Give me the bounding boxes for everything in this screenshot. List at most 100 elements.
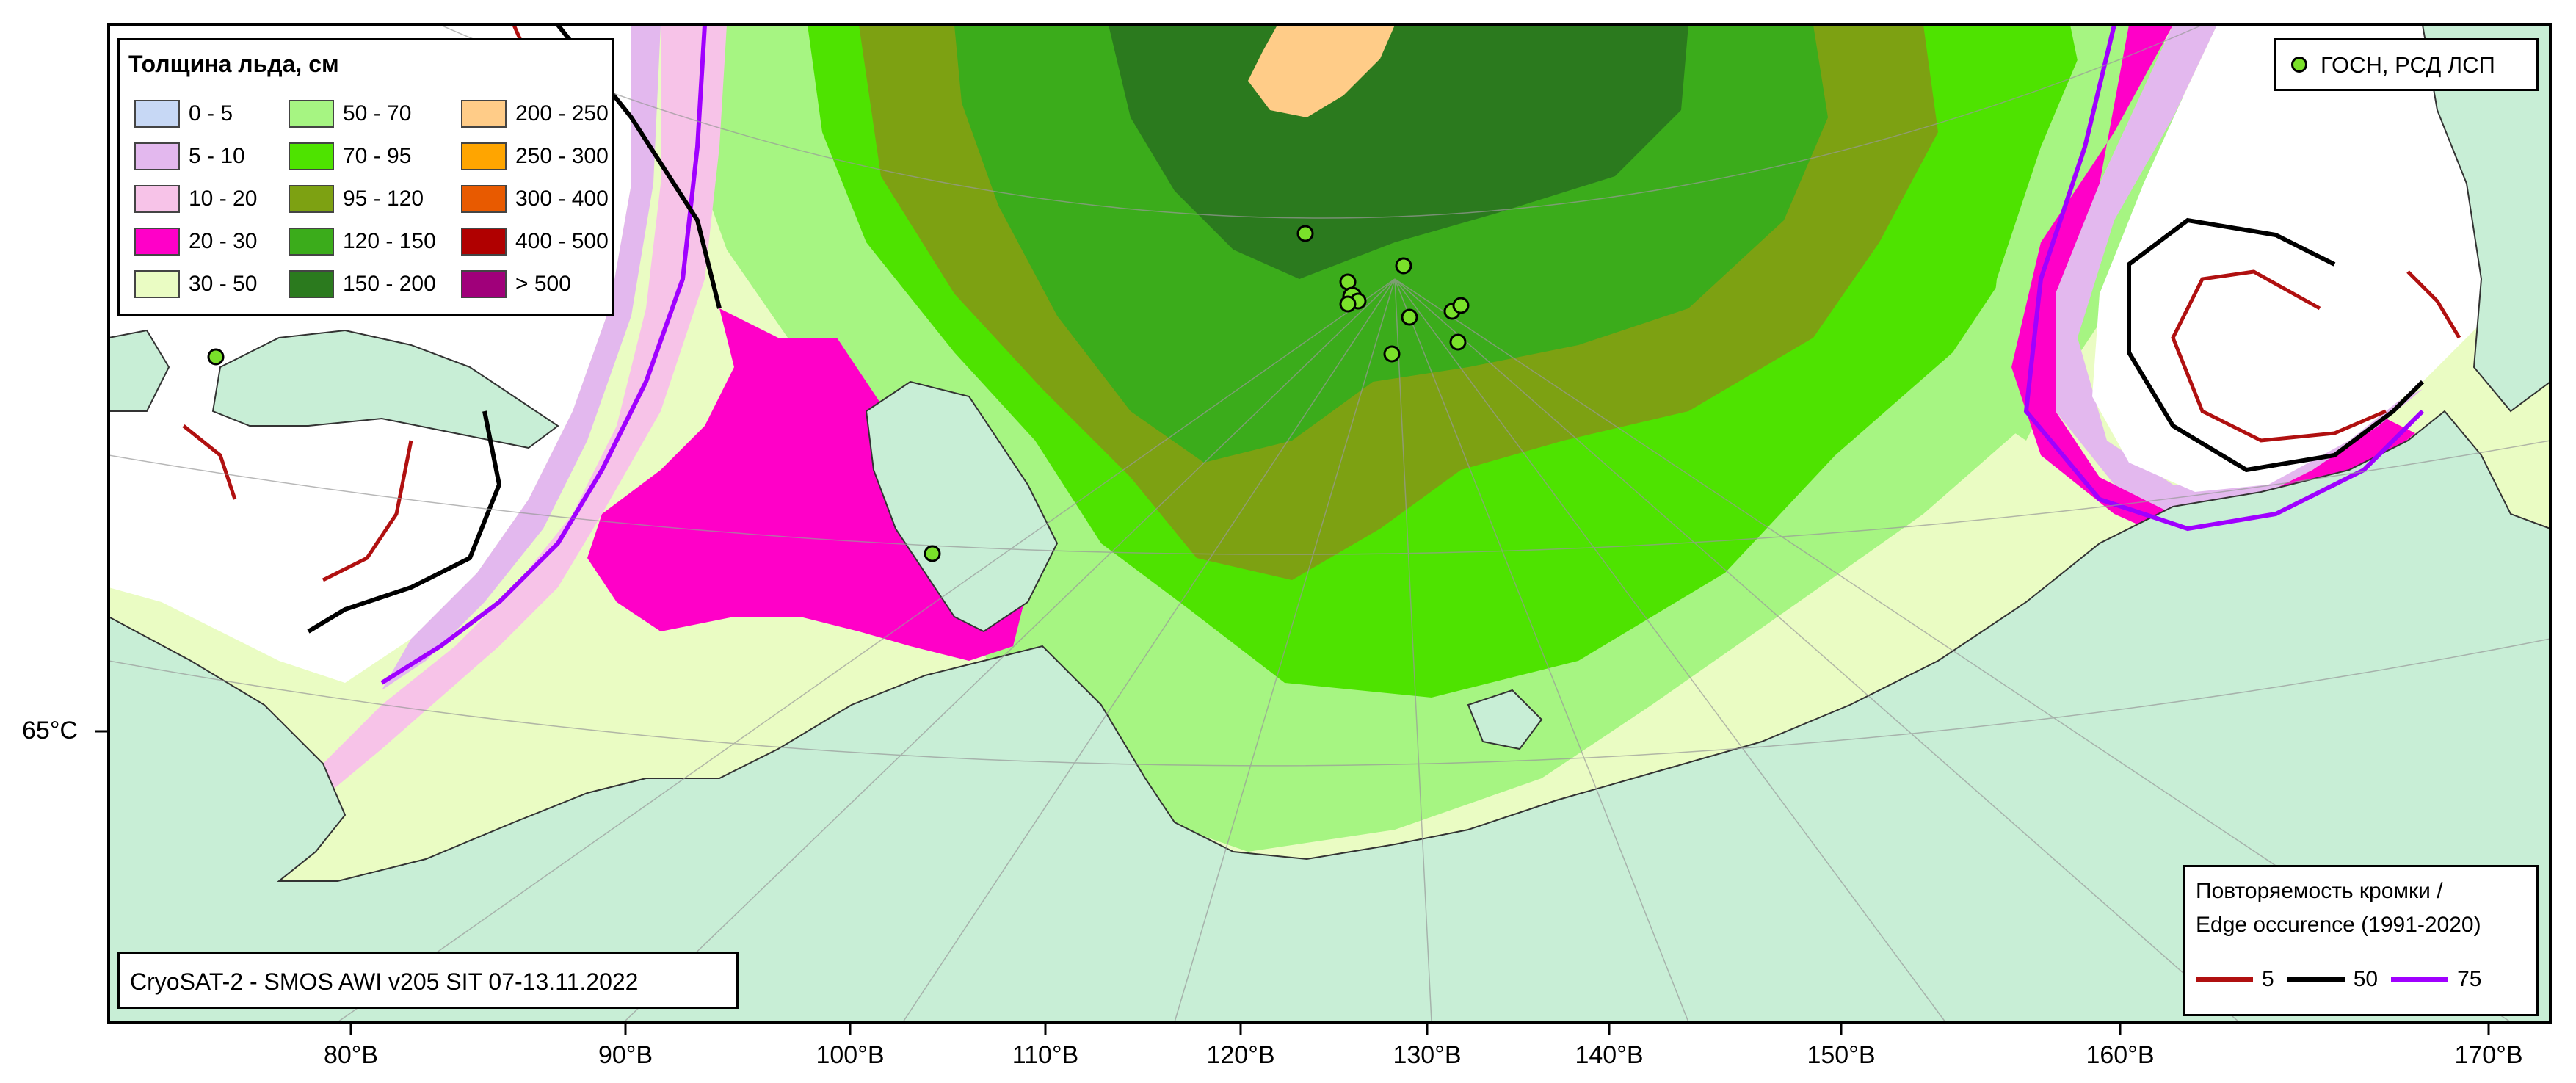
- thickness-legend-item: 50 - 70: [289, 98, 461, 130]
- thickness-legend-grid: 0 - 5 50 - 70 200 - 250 5 - 10 70 - 95 250 - …: [134, 98, 637, 300]
- station-marker: [207, 348, 225, 366]
- thickness-legend-label: 70 - 95: [343, 144, 412, 168]
- land-novaya-zemlya: [211, 329, 559, 449]
- station-legend-marker: [2291, 57, 2307, 73]
- thickness-legend-item: 30 - 50: [134, 268, 289, 300]
- edge-legend-title-line2: Edge occurence (1991-2020): [2196, 913, 2481, 937]
- thickness-swatch: [461, 228, 507, 256]
- thickness-legend-item: 150 - 200: [289, 268, 461, 300]
- station-legend: ГОСН, РСД ЛСП: [2274, 38, 2539, 91]
- station-marker: [1449, 333, 1467, 351]
- lon-label-170: 170°В: [2454, 1041, 2523, 1069]
- thickness-legend-label: 10 - 20: [189, 186, 258, 211]
- thickness-legend-item: 95 - 120: [289, 183, 461, 215]
- lon-label-120: 120°В: [1206, 1041, 1275, 1069]
- station-marker: [1401, 308, 1418, 326]
- edge-legend-item: 50: [2287, 967, 2378, 992]
- thickness-swatch: [289, 228, 334, 256]
- lat-label-65: 65°С: [22, 717, 78, 745]
- thickness-swatch: [134, 228, 180, 256]
- lon-label-160: 160°В: [2086, 1041, 2155, 1069]
- thickness-swatch: [289, 270, 334, 298]
- thickness-swatch: [134, 185, 180, 213]
- edge-line-75-east: [2023, 25, 2425, 532]
- graticule: [109, 25, 2550, 1022]
- land-west-island: [109, 329, 170, 412]
- thickness-swatch: [461, 270, 507, 298]
- station-legend-label: ГОСН, РСД ЛСП: [2321, 52, 2495, 78]
- edge-occurrence-legend: Повторяемость кромки / Edge occurence (1…: [2183, 865, 2539, 1016]
- thickness-swatch: [134, 142, 180, 170]
- edge-legend-title-line1: Повторяемость кромки /: [2196, 879, 2443, 903]
- thickness-legend-item: 300 - 400: [461, 183, 637, 215]
- station-marker: [924, 545, 941, 562]
- ice-10-20-zone: [308, 25, 727, 808]
- thickness-legend-item: 400 - 500: [461, 225, 637, 258]
- axis-ticks: [95, 730, 2490, 1035]
- thickness-legend-label: 120 - 150: [343, 229, 436, 253]
- thickness-legend-title: Толщина льда, см: [128, 51, 339, 77]
- thickness-legend-label: 150 - 200: [343, 272, 436, 296]
- edge-line-50-east: [2127, 217, 2425, 473]
- edge-legend-label: 75: [2457, 967, 2482, 991]
- ice-5-10-zone: [382, 25, 661, 690]
- land-taymyr: [865, 380, 1059, 633]
- thickness-swatch: [461, 185, 507, 213]
- land-new-siberian-islands: [1467, 689, 1543, 750]
- thickness-legend-item: 5 - 10: [134, 140, 289, 173]
- thickness-legend-label: 200 - 250: [515, 101, 609, 126]
- thickness-legend-label: 95 - 120: [343, 186, 424, 211]
- station-marker: [1296, 225, 1314, 242]
- thickness-swatch: [289, 100, 334, 128]
- thickness-legend-label: 400 - 500: [515, 229, 609, 253]
- thickness-legend-label: 0 - 5: [189, 101, 233, 126]
- thickness-swatch: [289, 142, 334, 170]
- thickness-legend-item: > 500: [461, 268, 637, 300]
- lon-label-80: 80°В: [323, 1041, 379, 1069]
- ice-20-30-zone: [587, 308, 1028, 661]
- edge-legend-label: 50: [2353, 967, 2379, 991]
- thickness-legend-item: 0 - 5: [134, 98, 289, 130]
- lon-label-110: 110°В: [1012, 1041, 1079, 1069]
- lon-label-100: 100°В: [816, 1041, 885, 1069]
- land-siberia: [109, 410, 2550, 1022]
- station-marker: [1339, 295, 1357, 313]
- thickness-legend-label: 30 - 50: [189, 272, 258, 296]
- ice-150-200-zone: [1109, 25, 1688, 279]
- thickness-legend-item: 200 - 250: [461, 98, 637, 130]
- thickness-legend-item: 10 - 20: [134, 183, 289, 215]
- ice-east-lilac-band: [2056, 25, 2423, 514]
- lon-label-90: 90°В: [598, 1041, 653, 1069]
- lon-label-150: 150°В: [1807, 1041, 1876, 1069]
- edge-line-75-west: [380, 25, 707, 685]
- map-frame: [107, 23, 2552, 1024]
- thickness-legend-label: 50 - 70: [343, 101, 412, 126]
- edge-line-5-east: [2171, 269, 2461, 443]
- edge-legend-items: 5 50 75: [2196, 967, 2481, 992]
- station-marker: [1395, 257, 1412, 275]
- land-chukotka: [2421, 25, 2550, 413]
- ice-200-250-zone: [1248, 25, 1395, 117]
- thickness-swatch: [461, 142, 507, 170]
- edge-legend-label: 5: [2262, 967, 2274, 991]
- edge-legend-item: 75: [2391, 967, 2481, 992]
- open-water-east: [2092, 25, 2525, 492]
- thickness-legend-label: 5 - 10: [189, 144, 245, 168]
- source-label: CryoSAT-2 - SMOS AWI v205 SIT 07-13.11.2…: [117, 952, 739, 1009]
- thickness-legend-label: > 500: [515, 272, 571, 296]
- lon-label-140: 140°В: [1575, 1041, 1644, 1069]
- lon-label-130: 130°В: [1393, 1041, 1462, 1069]
- station-marker: [1452, 297, 1470, 314]
- thickness-legend-item: 20 - 30: [134, 225, 289, 258]
- source-label-text: CryoSAT-2 - SMOS AWI v205 SIT 07-13.11.2…: [130, 968, 639, 995]
- thickness-legend-item: 70 - 95: [289, 140, 461, 173]
- station-marker: [1383, 345, 1401, 363]
- edge-legend-line: [2287, 977, 2345, 982]
- edge-legend-line: [2391, 977, 2449, 982]
- edge-legend-line: [2196, 977, 2253, 982]
- thickness-legend-item: 250 - 300: [461, 140, 637, 173]
- thickness-swatch: [461, 100, 507, 128]
- thickness-swatch: [134, 270, 180, 298]
- thickness-swatch: [289, 185, 334, 213]
